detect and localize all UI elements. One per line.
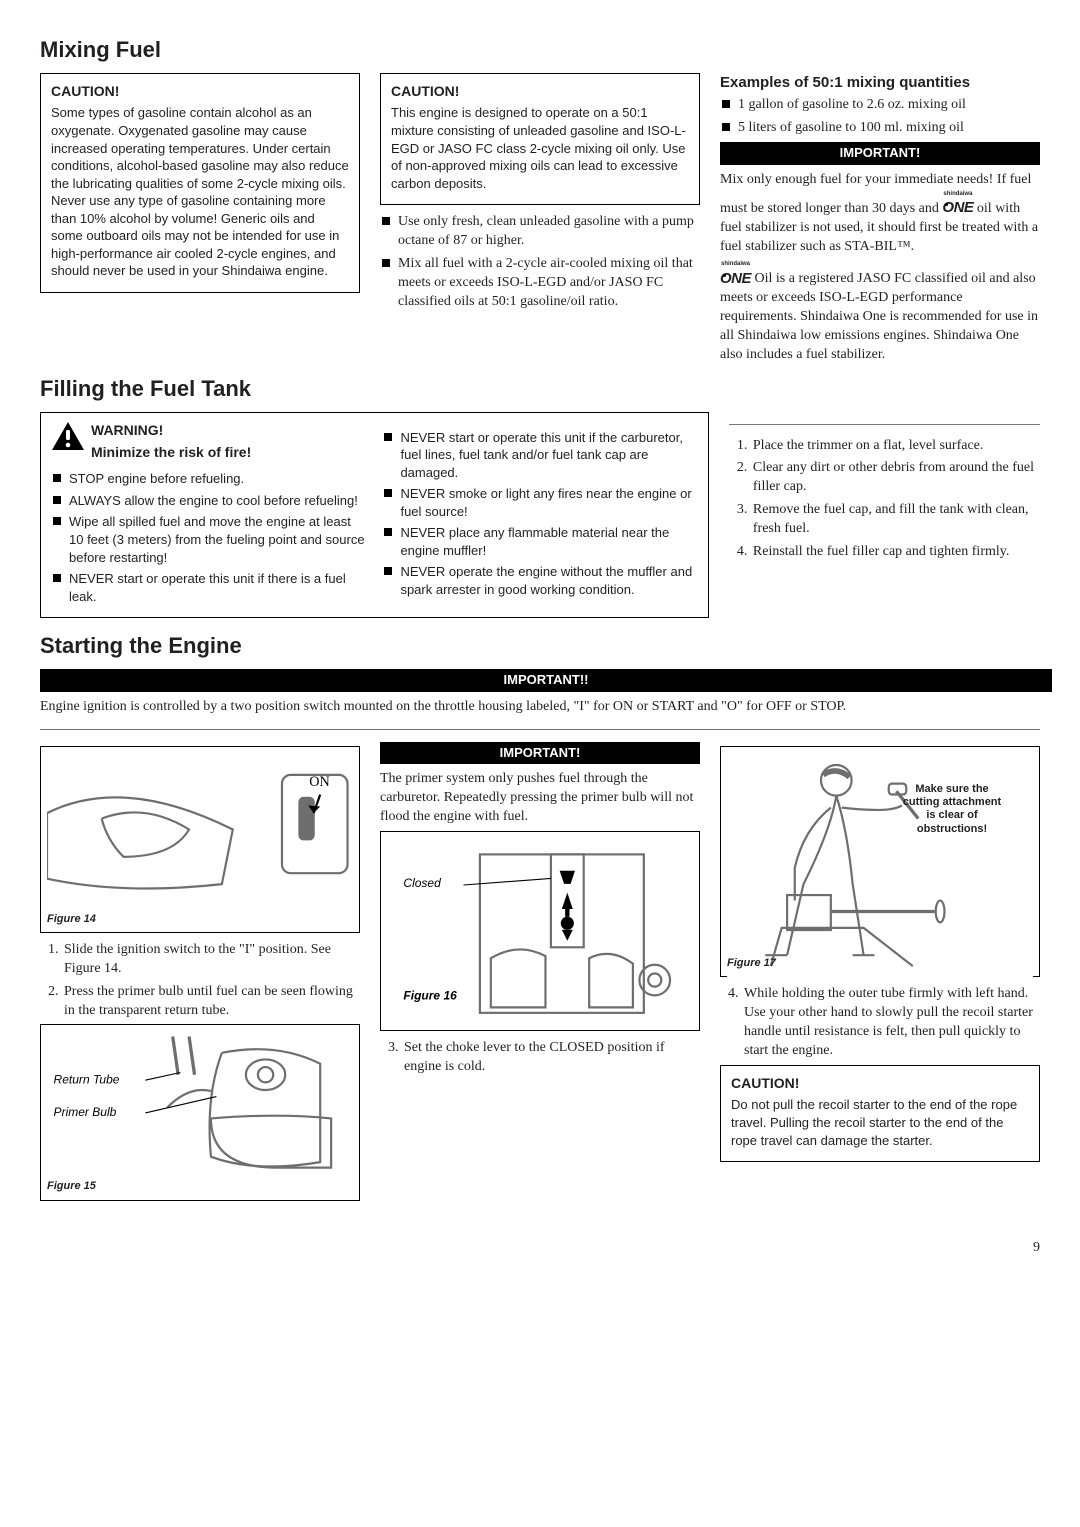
list-item: Slide the ignition switch to the "I" pos… xyxy=(62,941,360,979)
warning-title: WARNING! xyxy=(91,421,251,440)
figure-16: Closed Figure 16 xyxy=(380,831,700,1031)
divider xyxy=(729,424,1040,425)
list-item: Use only fresh, clean unleaded gasoline … xyxy=(380,213,700,251)
start-step-3: Set the choke lever to the CLOSED positi… xyxy=(380,1039,700,1077)
list-item: NEVER place any flammable material near … xyxy=(382,524,697,559)
warning-bullets-1: STOP engine before refueling. ALWAYS all… xyxy=(51,470,366,605)
warning-box: WARNING! Minimize the risk of fire! STOP… xyxy=(40,412,709,619)
important-body: The primer system only pushes fuel throu… xyxy=(380,770,700,827)
important-bar: IMPORTANT! xyxy=(380,742,700,765)
warning-bullets-2: NEVER start or operate this unit if the … xyxy=(382,429,697,599)
figure-caption: Figure 15 xyxy=(47,1179,353,1193)
important-bar-full: IMPORTANT!! xyxy=(40,669,1052,692)
figure-caption: Figure 14 xyxy=(47,912,353,926)
important-p2: shindaiwaONE Oil is a registered JASO FC… xyxy=(720,260,1040,365)
figure-14: ON Figure 14 xyxy=(40,746,360,933)
one-logo: shindaiwaONE xyxy=(942,190,973,217)
caution-box-2: CAUTION! This engine is designed to oper… xyxy=(380,73,700,206)
caution-body: This engine is designed to operate on a … xyxy=(391,104,689,192)
list-item: Reinstall the fuel filler cap and tighte… xyxy=(751,543,1040,562)
list-item: NEVER operate the engine without the muf… xyxy=(382,563,697,598)
caution-box-3: CAUTION! Do not pull the recoil starter … xyxy=(720,1065,1040,1163)
examples-title: Examples of 50:1 mixing quantities xyxy=(720,73,1040,93)
filling-steps: Place the trimmer on a flat, level surfa… xyxy=(729,437,1040,562)
svg-text:Closed: Closed xyxy=(403,876,441,890)
svg-text:Primer Bulb: Primer Bulb xyxy=(54,1106,117,1120)
list-item: Place the trimmer on a flat, level surfa… xyxy=(751,437,1040,456)
svg-text:Figure 16: Figure 16 xyxy=(403,989,457,1003)
list-item: Wipe all spilled fuel and move the engin… xyxy=(51,513,366,566)
svg-text:Return Tube: Return Tube xyxy=(54,1073,120,1087)
important-p1: Mix only enough fuel for your immediate … xyxy=(720,171,1040,257)
divider xyxy=(40,729,1040,730)
figure-17-label: Make sure the cutting attachment is clea… xyxy=(902,783,1002,836)
caution-bullets: Use only fresh, clean unleaded gasoline … xyxy=(380,213,700,311)
important-bar: IMPORTANT! xyxy=(720,142,1040,165)
warning-subtitle: Minimize the risk of fire! xyxy=(91,443,251,462)
start-step-4: While holding the outer tube firmly with… xyxy=(720,985,1040,1061)
list-item: Press the primer bulb until fuel can be … xyxy=(62,983,360,1021)
svg-text:ON: ON xyxy=(309,773,330,789)
page-number: 9 xyxy=(40,1239,1040,1257)
list-item: Clear any dirt or other debris from arou… xyxy=(751,459,1040,497)
figure-15: Return Tube Primer Bulb Figure 15 xyxy=(40,1024,360,1200)
list-item: NEVER start or operate this unit if the … xyxy=(382,429,697,482)
start-steps-1: Slide the ignition switch to the "I" pos… xyxy=(40,941,360,1021)
list-item: 1 gallon of gasoline to 2.6 oz. mixing o… xyxy=(720,96,1040,115)
filling-tank-title: Filling the Fuel Tank xyxy=(40,375,1040,404)
figure-17: Make sure the cutting attachment is clea… xyxy=(720,746,1040,977)
list-item: ALWAYS allow the engine to cool before r… xyxy=(51,492,366,510)
list-item: 5 liters of gasoline to 100 ml. mixing o… xyxy=(720,119,1040,138)
one-logo: shindaiwaONE xyxy=(720,260,751,287)
mixing-fuel-title: Mixing Fuel xyxy=(40,36,1040,65)
warning-triangle-icon xyxy=(51,421,85,451)
caution-body: Do not pull the recoil starter to the en… xyxy=(731,1096,1029,1149)
list-item: While holding the outer tube firmly with… xyxy=(742,985,1040,1061)
examples-list: 1 gallon of gasoline to 2.6 oz. mixing o… xyxy=(720,96,1040,138)
list-item: Remove the fuel cap, and fill the tank w… xyxy=(751,501,1040,539)
caution-title: CAUTION! xyxy=(391,82,689,101)
list-item: NEVER start or operate this unit if ther… xyxy=(51,570,366,605)
starting-engine-title: Starting the Engine xyxy=(40,632,1040,661)
caution-title: CAUTION! xyxy=(51,82,349,101)
starting-intro: Engine ignition is controlled by a two p… xyxy=(40,698,1040,717)
list-item: STOP engine before refueling. xyxy=(51,470,366,488)
list-item: Set the choke lever to the CLOSED positi… xyxy=(402,1039,700,1077)
caution-title: CAUTION! xyxy=(731,1074,1029,1093)
caution-box-1: CAUTION! Some types of gasoline contain … xyxy=(40,73,360,293)
list-item: NEVER smoke or light any fires near the … xyxy=(382,485,697,520)
list-item: Mix all fuel with a 2-cycle air-cooled m… xyxy=(380,255,700,312)
caution-body: Some types of gasoline contain alcohol a… xyxy=(51,104,349,279)
